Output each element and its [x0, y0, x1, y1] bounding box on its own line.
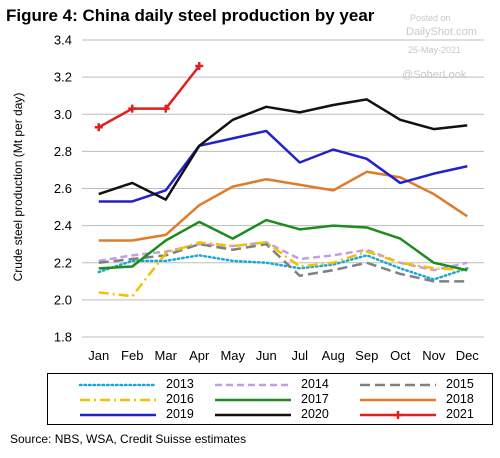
watermark-date: 25-May-2021 [408, 45, 462, 55]
series-2015 [98, 242, 468, 283]
x-tick-nov: Nov [422, 348, 446, 363]
legend-label-2021: 2021 [446, 407, 474, 421]
series-2018 [98, 170, 468, 242]
watermark-posted: Posted on [410, 13, 451, 23]
y-tick-2-2: 2.2 [54, 255, 72, 270]
legend-swatch-2017 [215, 398, 291, 402]
legend-swatch-2014 [215, 383, 291, 387]
series-2019 [98, 129, 468, 203]
series-2014 [98, 241, 468, 272]
legend-label-2020: 2020 [301, 407, 329, 421]
legend-label-2014: 2014 [301, 377, 329, 391]
point-2021-feb [128, 104, 137, 113]
gridlines [82, 39, 484, 338]
series-line-2017 [98, 218, 468, 272]
point-2021-jan [94, 123, 103, 132]
legend-swatch-2013 [78, 383, 158, 387]
legend-swatch-2015 [360, 383, 436, 387]
y-tick-2-4: 2.4 [54, 218, 72, 233]
legend-swatch-2020 [215, 413, 291, 417]
x-tick-may: May [220, 348, 245, 363]
watermark-handle: @SoberLook [402, 69, 467, 81]
series-2013 [97, 254, 469, 281]
x-tick-apr: Apr [189, 348, 210, 363]
legend: 2013 2014 2015 2016 2017 2018 2019 2020 2021 [47, 373, 493, 425]
y-tick-2-6: 2.6 [54, 181, 72, 196]
series-line-2021 [98, 65, 201, 129]
series-lines [94, 61, 469, 298]
x-tick-jan: Jan [88, 348, 109, 363]
point-2021-apr [195, 61, 204, 70]
line-chart: 1.8 2.0 2.2 2.4 2.6 2.8 3.0 3.2 3.4 Jan Feb Mar Apr… [11, 33, 484, 363]
x-tick-oct: Oct [390, 348, 411, 363]
series-line-2014 [98, 241, 468, 272]
series-line-2013 [97, 254, 469, 281]
x-tick-sep: Sep [355, 348, 378, 363]
legend-label-2015: 2015 [446, 377, 474, 391]
series-2017 [98, 218, 468, 272]
y-tick-labels: 1.8 2.0 2.2 2.4 2.6 2.8 3.0 3.2 3.4 [54, 33, 72, 345]
y-tick-2-0: 2.0 [54, 292, 72, 307]
x-tick-jun: Jun [256, 348, 277, 363]
legend-swatch-2018 [360, 398, 436, 402]
series-line-2015 [98, 242, 468, 283]
legend-label-2013: 2013 [166, 377, 194, 391]
y-tick-2-8: 2.8 [54, 144, 72, 159]
series-2016 [98, 241, 468, 298]
source-note: Source: NBS, WSA, Credit Suisse estimate… [10, 432, 247, 446]
legend-label-2019: 2019 [166, 407, 194, 421]
x-tick-feb: Feb [121, 348, 143, 363]
x-tick-labels: Jan Feb Mar Apr May Jun Jul Aug Sep Oct Nov Dec [88, 348, 479, 363]
point-2021-mar [161, 104, 170, 113]
series-2021 [94, 61, 204, 132]
watermark-site: DailyShot.com [406, 26, 477, 38]
legend-label-2017: 2017 [301, 392, 329, 406]
x-tick-mar: Mar [155, 348, 178, 363]
legend-swatch-2016 [80, 398, 156, 402]
series-line-2016 [98, 241, 468, 298]
y-tick-3-4: 3.4 [54, 33, 72, 48]
y-tick-3-0: 3.0 [54, 107, 72, 122]
legend-swatch-2021 [360, 411, 436, 419]
x-tick-aug: Aug [322, 348, 345, 363]
y-tick-1-8: 1.8 [54, 330, 72, 345]
y-tick-3-2: 3.2 [54, 70, 72, 85]
legend-label-2018: 2018 [446, 392, 474, 406]
series-line-2020 [98, 98, 468, 201]
series-2020 [98, 98, 468, 201]
x-tick-jul: Jul [291, 348, 308, 363]
y-axis-label: Crude steel production (Mt per day) [11, 93, 25, 282]
series-line-2018 [98, 170, 468, 242]
legend-swatch-2019 [80, 413, 156, 417]
x-tick-dec: Dec [456, 348, 480, 363]
chart-title: Figure 4: China daily steel production b… [6, 6, 375, 25]
series-line-2019 [98, 129, 468, 203]
legend-label-2016: 2016 [166, 392, 194, 406]
